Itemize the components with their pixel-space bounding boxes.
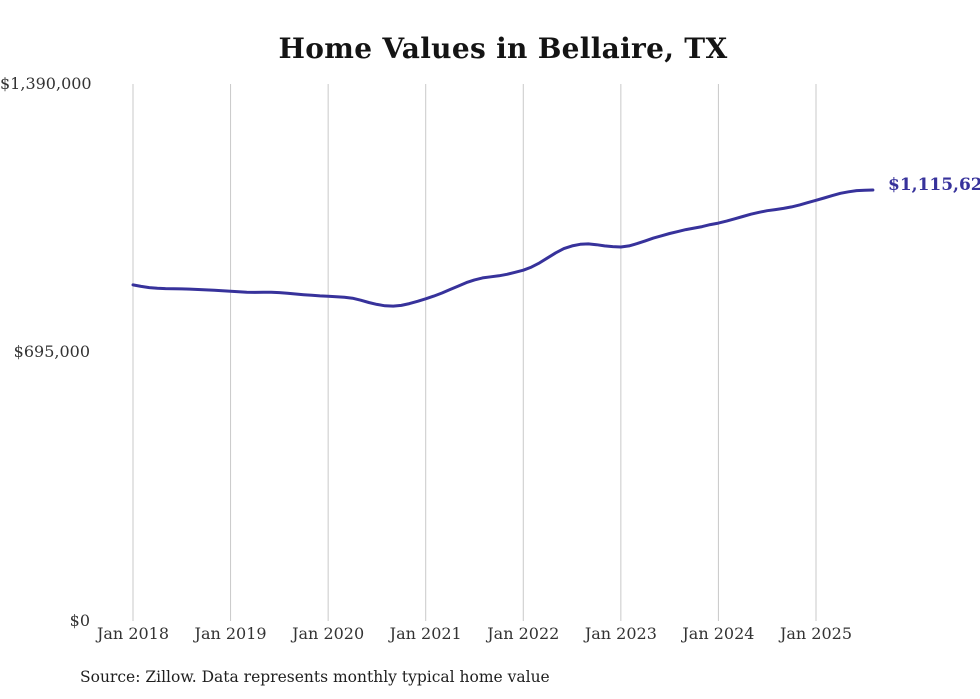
x-tick-label: Jan 2022	[487, 624, 560, 643]
x-tick-label: Jan 2025	[779, 624, 853, 643]
y-tick-label-zero: $0	[69, 611, 90, 630]
x-tick-label: Jan 2020	[292, 624, 365, 643]
x-tick-label: Jan 2019	[194, 624, 267, 643]
source-note: Source: Zillow. Data represents monthly …	[80, 668, 550, 686]
x-tick-label: Jan 2023	[584, 624, 657, 643]
home-value-line	[131, 188, 875, 308]
chart-title: Home Values in Bellaire, TX	[278, 32, 728, 65]
latest-value-label: $1,115,622	[888, 175, 980, 195]
x-tick-label: Jan 2024	[682, 624, 755, 643]
x-tick-label: Jan 2021	[389, 624, 462, 643]
y-tick-label-top: $1,390,000	[0, 74, 92, 93]
y-tick-label-mid: $695,000	[13, 342, 90, 361]
x-tick-label: Jan 2018	[96, 624, 170, 643]
